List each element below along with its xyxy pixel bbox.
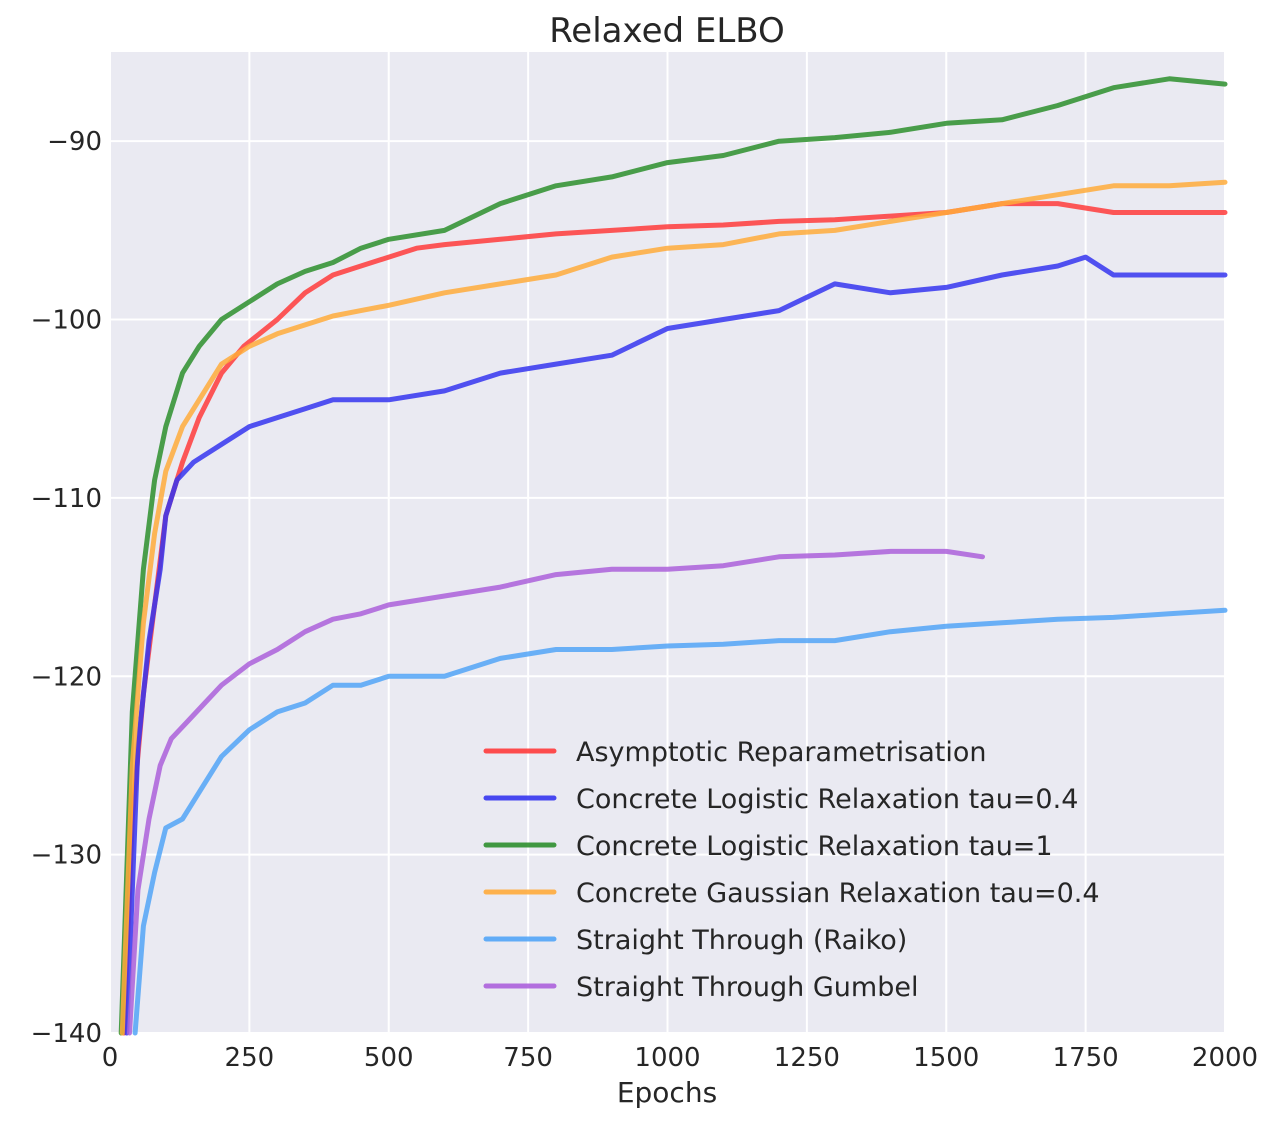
legend-label-3: Concrete Gaussian Relaxation tau=0.4 — [576, 878, 1100, 909]
chart-title: Relaxed ELBO — [549, 11, 785, 51]
series-lines — [118, 76, 1228, 1036]
series-line-2 — [118, 76, 1228, 1036]
legend-label-0: Asymptotic Reparametrisation — [576, 737, 987, 768]
y-tick-labels: −140 −130 −120 −110 −100 −90 — [31, 127, 102, 1049]
series-line-3 — [119, 179, 1228, 1036]
series-line-5 — [127, 548, 985, 1036]
x-tick-labels: 0 250 500 750 1000 1250 1500 1750 2000 — [102, 1043, 1258, 1073]
x-tick-label: 2000 — [1192, 1043, 1258, 1073]
series-line-4 — [132, 607, 1228, 1036]
y-tick-label: −90 — [47, 127, 102, 157]
x-tick-label: 1500 — [913, 1043, 979, 1073]
y-tick-label: −120 — [31, 662, 102, 692]
x-tick-label: 0 — [102, 1043, 119, 1073]
x-tick-label: 250 — [225, 1043, 275, 1073]
y-tick-label: −130 — [31, 841, 102, 871]
legend-label-4: Straight Through (Raiko) — [576, 925, 907, 956]
legend-label-5: Straight Through Gumbel — [576, 972, 918, 1003]
series-line-1 — [124, 254, 1228, 1036]
y-tick-label: −110 — [31, 484, 102, 514]
grid — [109, 52, 1226, 1034]
x-tick-label: 1750 — [1053, 1043, 1119, 1073]
y-tick-label: −140 — [31, 1019, 102, 1049]
legend-label-2: Concrete Logistic Relaxation tau=1 — [576, 831, 1053, 862]
y-tick-label: −100 — [31, 306, 102, 336]
x-tick-label: 750 — [503, 1043, 553, 1073]
x-tick-label: 1000 — [634, 1043, 700, 1073]
legend-label-1: Concrete Logistic Relaxation tau=0.4 — [576, 784, 1078, 815]
x-tick-label: 500 — [364, 1043, 414, 1073]
x-tick-label: 1250 — [774, 1043, 840, 1073]
legend: Asymptotic Reparametrisation Concrete Log… — [483, 737, 1100, 1003]
x-axis-label: Epochs — [617, 1076, 717, 1109]
